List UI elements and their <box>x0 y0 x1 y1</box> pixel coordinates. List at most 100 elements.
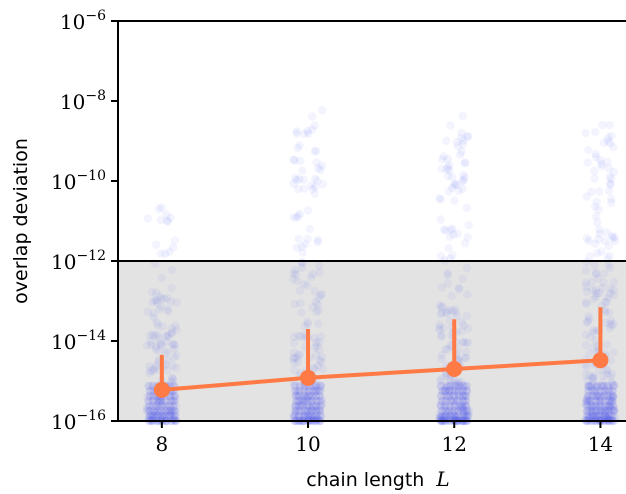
sample-dot <box>601 412 610 421</box>
sample-dot <box>460 391 470 400</box>
sample-dot <box>450 399 459 409</box>
sample-dot <box>597 162 606 171</box>
sample-dot <box>437 413 446 422</box>
sample-dot <box>593 274 603 283</box>
sample-dot <box>607 379 617 389</box>
sample-dot <box>442 391 451 401</box>
sample-dot <box>145 386 155 396</box>
sample-dot <box>452 180 461 189</box>
sample-dot <box>314 405 323 414</box>
sample-dot <box>587 187 596 197</box>
sample-dot <box>462 263 472 273</box>
sample-dot <box>607 174 616 184</box>
sample-dot <box>151 408 160 417</box>
sample-dot <box>306 407 315 417</box>
sample-dot <box>581 298 591 307</box>
sample-dot <box>153 321 162 330</box>
sample-dot <box>447 380 456 390</box>
sample-dot <box>600 396 609 406</box>
sample-dot <box>313 235 323 245</box>
sample-dot <box>601 390 610 400</box>
sample-dot <box>595 401 604 411</box>
sample-dot <box>167 328 176 338</box>
sample-dot <box>596 406 606 416</box>
x-axis-label-var: L <box>435 467 449 491</box>
sample-dot <box>298 166 307 175</box>
sample-dot <box>297 400 306 410</box>
sample-dot <box>463 132 472 142</box>
sample-dot <box>301 394 310 403</box>
sample-dot <box>589 371 598 381</box>
sample-dot <box>457 133 466 143</box>
sample-dot <box>163 356 172 365</box>
sample-dot <box>163 217 173 226</box>
sample-dot <box>454 381 463 391</box>
sample-dot <box>155 305 164 314</box>
sample-dot <box>303 126 312 136</box>
sample-dot <box>453 142 463 151</box>
sample-dot <box>448 224 457 234</box>
median-point <box>300 369 317 386</box>
sample-dot <box>588 402 597 411</box>
sample-dot <box>153 411 162 420</box>
sample-dot <box>591 396 600 406</box>
sample-dot <box>167 408 176 417</box>
sample-dot <box>310 121 319 130</box>
sample-dot <box>441 226 450 235</box>
sample-dot <box>582 299 591 309</box>
sample-dot <box>162 337 172 347</box>
sample-dot <box>315 383 324 392</box>
sample-dot <box>292 277 302 286</box>
sample-dot <box>148 330 157 339</box>
sample-dot <box>303 234 312 243</box>
sample-dot <box>304 386 313 396</box>
y-tick-label: 10−12 <box>51 248 106 274</box>
sample-dot <box>461 239 470 248</box>
sample-dot <box>450 305 460 314</box>
sample-dot <box>586 333 595 342</box>
sample-dot <box>305 224 314 234</box>
sample-dot <box>601 318 610 327</box>
sample-dot <box>301 389 311 398</box>
sample-dot <box>461 353 471 363</box>
sample-dot <box>314 410 324 420</box>
sample-dot <box>449 412 458 422</box>
sample-dot <box>437 396 447 406</box>
sample-dot <box>144 381 153 391</box>
sample-dot <box>318 364 327 373</box>
sample-dot <box>446 411 455 421</box>
sample-dot <box>296 299 305 308</box>
sample-dot <box>315 261 324 271</box>
sample-dot <box>445 401 454 411</box>
sample-dot <box>463 408 473 417</box>
sample-dot <box>452 137 461 147</box>
sample-dot <box>291 401 300 411</box>
sample-dot <box>169 412 179 421</box>
sample-dot <box>606 139 615 148</box>
sample-dot <box>597 159 606 168</box>
sample-dot <box>602 228 611 237</box>
sample-dot <box>436 309 445 319</box>
sample-dot <box>457 128 466 137</box>
sample-dot <box>582 406 592 416</box>
sample-dot <box>595 403 604 412</box>
sample-dot <box>157 406 166 416</box>
sample-dot <box>585 252 594 261</box>
sample-dot <box>158 410 167 420</box>
sample-dot <box>609 405 618 414</box>
sample-dot <box>443 163 452 172</box>
sample-dot <box>450 180 459 189</box>
sample-dot <box>289 353 299 363</box>
sample-dot <box>291 391 300 401</box>
sample-dot <box>585 371 594 380</box>
sample-dot <box>606 284 615 293</box>
sample-dot <box>154 346 163 355</box>
sample-dot <box>605 319 615 329</box>
sample-dot <box>607 370 617 379</box>
sample-dot <box>442 384 451 393</box>
sample-dot <box>607 394 616 403</box>
sample-dot <box>435 326 444 335</box>
sample-dot <box>152 240 161 249</box>
sample-dot <box>435 194 444 203</box>
sample-dot <box>606 180 615 189</box>
